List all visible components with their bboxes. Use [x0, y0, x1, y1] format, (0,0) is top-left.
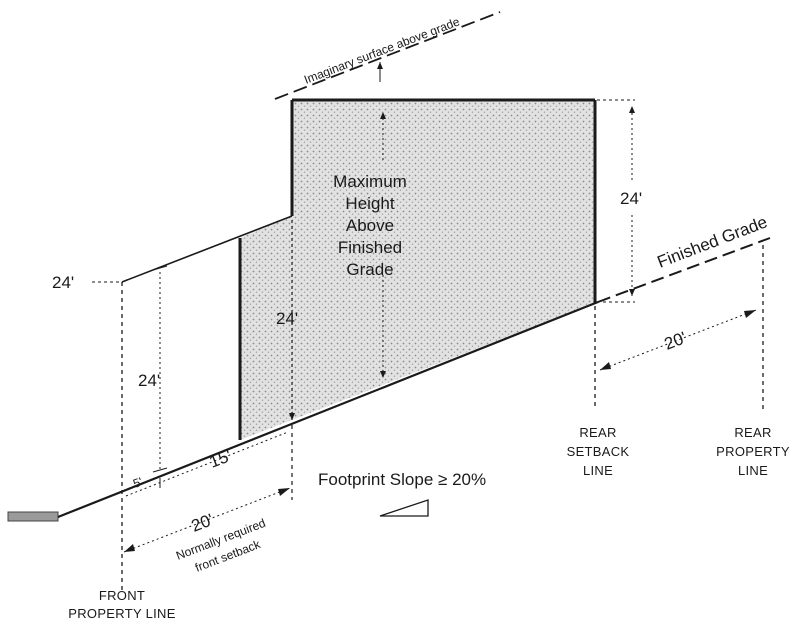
max-height-line-4: Finished: [338, 238, 402, 257]
finished-grade-label: Finished Grade: [655, 212, 770, 271]
max-height-line-2: Height: [345, 194, 394, 213]
dim-24-left-tick: 24': [52, 273, 74, 292]
imaginary-surface-upper: [274, 11, 501, 100]
dim-24-left-vertical: 24': [138, 371, 160, 390]
imaginary-surface-lower: [121, 215, 293, 283]
max-height-line-1: Maximum: [333, 172, 407, 191]
finished-grade-line-dashed: [597, 237, 771, 303]
rear-setback-line-3: LINE: [583, 463, 613, 478]
front-5-15-dim: [125, 431, 289, 497]
front-property-line-1: FRONT: [99, 588, 145, 603]
rear-20-arrow-right: [744, 310, 756, 318]
footprint-slope-label: Footprint Slope ≥ 20%: [318, 470, 486, 489]
front-20-arrow-right: [278, 488, 290, 496]
dim-15: 15': [207, 446, 234, 472]
left-24-dim-top-tick: [152, 265, 168, 271]
front-20-arrow-left: [124, 544, 135, 552]
slope-symbol: [379, 499, 429, 517]
building-envelope: [240, 100, 595, 440]
imaginary-surface-label: Imaginary surface above grade: [302, 14, 462, 86]
dim-24-right: 24': [620, 189, 642, 208]
ground-marker: [7, 511, 59, 522]
dim-20-rear: 20': [662, 328, 689, 354]
rear-property-line-1: REAR: [734, 425, 771, 440]
dim-20-front: 20': [189, 510, 216, 536]
rear-setback-line-2: SETBACK: [567, 444, 630, 459]
rear-property-line-3: LINE: [738, 463, 768, 478]
max-height-line-5: Grade: [346, 260, 393, 279]
dim-5: 5': [131, 475, 144, 491]
max-height-line-3: Above: [346, 216, 394, 235]
front-property-line-2: PROPERTY LINE: [68, 606, 175, 621]
rear-property-line-2: PROPERTY: [716, 444, 790, 459]
rear-setback-line-1: REAR: [579, 425, 616, 440]
finished-grade-line: [57, 300, 599, 519]
dim-24-center: 24': [276, 309, 298, 328]
rear-20-arrow-left: [600, 362, 611, 370]
left-24-dim-bot-tick: [152, 467, 168, 473]
